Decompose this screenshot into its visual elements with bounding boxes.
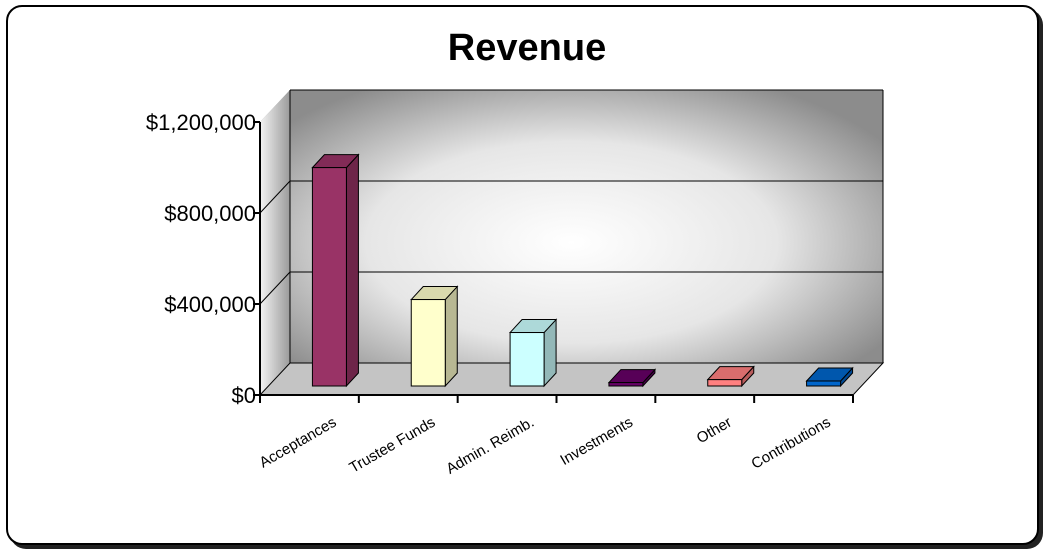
gridline-side [259, 180, 291, 214]
bar-4 [607, 368, 657, 388]
gridline-side [259, 271, 291, 305]
x-tick-label: Acceptances [257, 414, 340, 472]
x-tick-labels: Acceptances Trustee Funds Admin. Reimb. Inv… [257, 414, 834, 478]
y-tick-label: $0 [232, 383, 256, 408]
x-tick-label: Investments [557, 414, 636, 469]
bar-front [410, 299, 446, 387]
bar-6 [805, 366, 854, 388]
bar-front [311, 167, 347, 387]
axes [253, 121, 854, 403]
chart-title: Revenue [448, 27, 606, 69]
bar-front [806, 380, 842, 387]
bar-side [444, 285, 458, 388]
x-tick-label: Contributions [749, 414, 834, 473]
bar-2 [410, 285, 459, 388]
x-tick-label: Trustee Funds [346, 414, 438, 477]
bar-front [707, 379, 743, 387]
y-tick-label: $1,200,000 [146, 110, 256, 135]
bars [311, 153, 854, 388]
y-tick-label: $800,000 [164, 201, 256, 226]
bar-1 [311, 153, 360, 388]
y-tick-label: $400,000 [164, 292, 256, 317]
bar-front [509, 332, 545, 387]
x-tick-label: Other [694, 414, 735, 447]
bar-side [345, 153, 359, 388]
gridlines [259, 180, 883, 305]
x-tick-label: Admin. Reimb. [443, 414, 537, 478]
bar-front [608, 382, 644, 387]
y-tick-labels: $0 $400,000 $800,000 $1,200,000 [146, 110, 256, 408]
bar-5 [706, 365, 755, 388]
bar-3 [508, 318, 558, 388]
